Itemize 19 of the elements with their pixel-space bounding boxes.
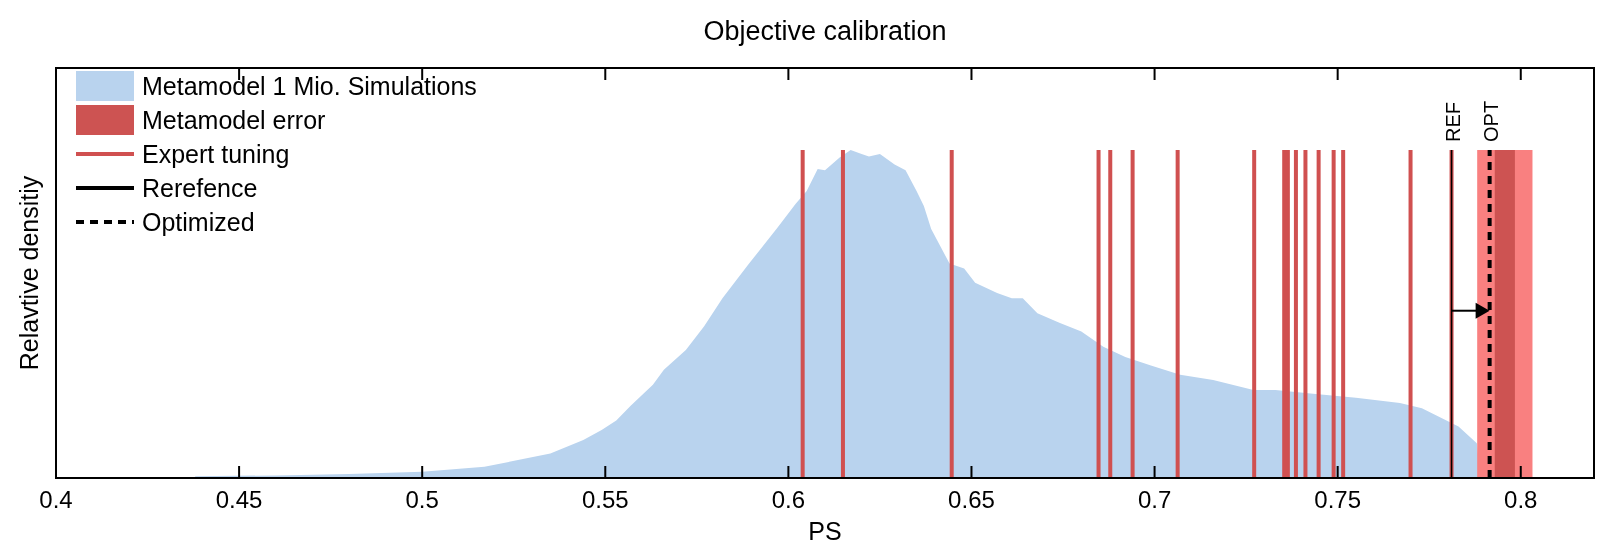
legend-label: Metamodel error	[142, 106, 326, 134]
x-tick-label: 0.6	[771, 486, 806, 513]
x-tick-label: 0.8	[1504, 486, 1538, 513]
legend-label: Expert tuning	[142, 140, 290, 168]
chart-title: Objective calibration	[703, 16, 947, 46]
legend-label: Rerefence	[142, 174, 258, 202]
text: REF	[1441, 102, 1464, 142]
y-axis-title: Relavtive densitiy	[15, 175, 43, 371]
legend-label: Optimized	[142, 208, 255, 236]
x-tick-label: 0.4	[39, 486, 73, 513]
legend-label: Metamodel 1 Mio. Simulations	[142, 72, 477, 100]
x-tick-label: 0.45	[215, 486, 263, 513]
x-axis-title: PS	[808, 517, 842, 545]
x-tick-label: 0.5	[405, 486, 439, 513]
text: OPT	[1479, 100, 1502, 142]
x-tick-label: 0.65	[948, 486, 995, 513]
x-tick-label: 0.55	[581, 486, 629, 513]
x-tick-label: 0.75	[1314, 486, 1362, 513]
x-tick-label: 0.7	[1137, 486, 1172, 513]
